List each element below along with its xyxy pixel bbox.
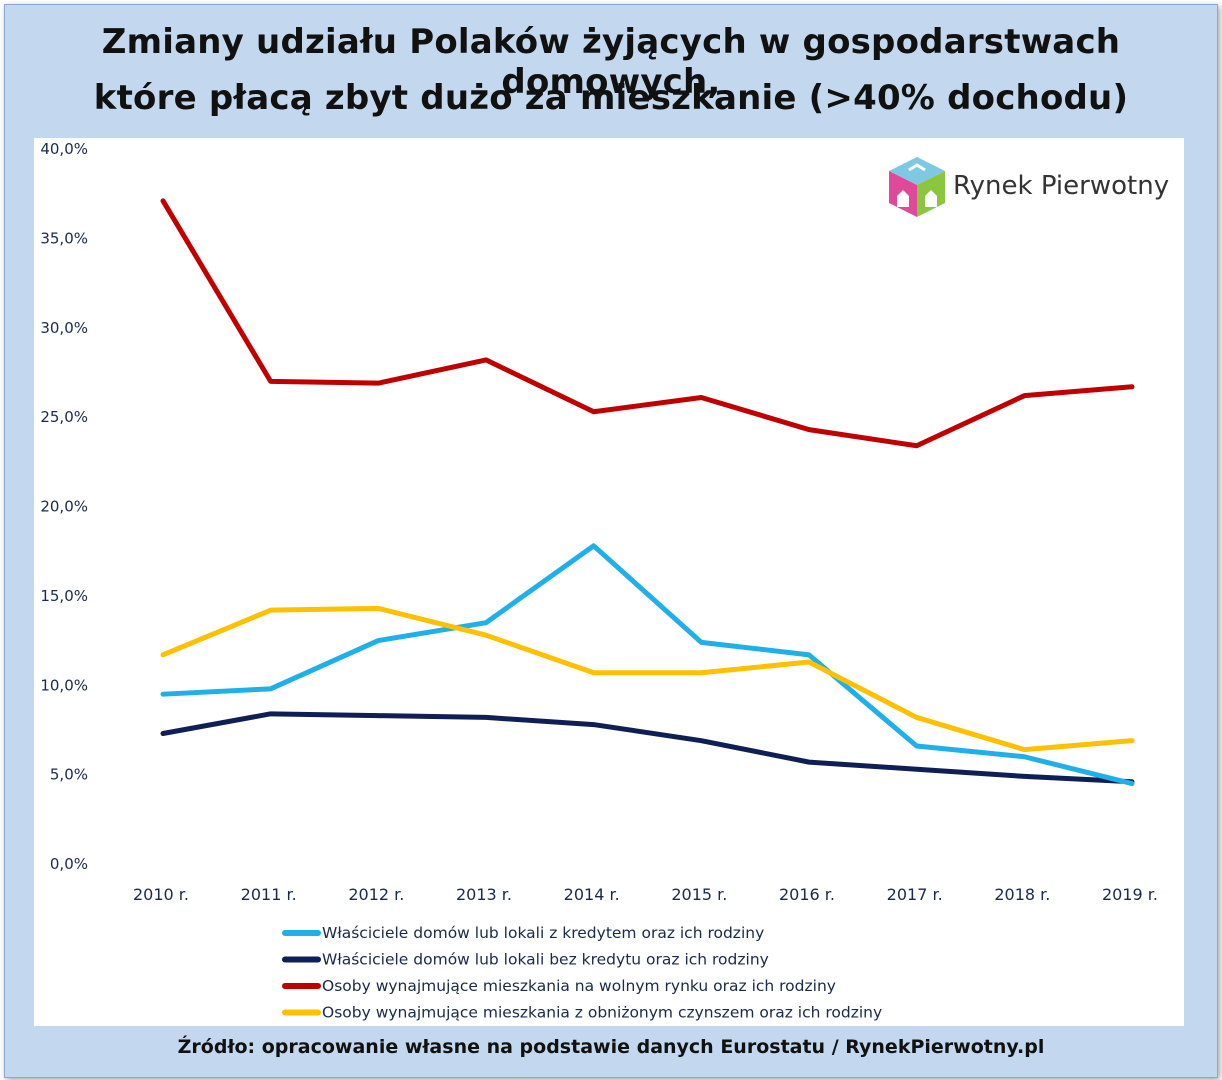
y-tick-label: 20,0% bbox=[40, 498, 88, 516]
logo-text: Rynek Pierwotny bbox=[953, 171, 1169, 201]
x-tick-label: 2016 r. bbox=[779, 885, 835, 904]
x-tick-label: 2013 r. bbox=[456, 885, 512, 904]
series-lines bbox=[160, 198, 1135, 787]
x-tick-label: 2012 r. bbox=[348, 885, 404, 904]
legend-label: Właściciele domów lub lokali bez kredytu… bbox=[322, 951, 769, 969]
plot-panel bbox=[34, 138, 1184, 1026]
y-tick-label: 40,0% bbox=[40, 140, 88, 158]
y-axis: 0,0% 5,0% 10,0% 15,0% 20,0% 25,0% 30,0% 35,0% 40… bbox=[40, 140, 88, 873]
y-tick-label: 0,0% bbox=[50, 855, 88, 873]
legend: Właściciele domów lub lokali z kredytem … bbox=[282, 924, 882, 1022]
chart-title-line-2: które płacą zbyt dużo za mieszkanie (>40… bbox=[93, 78, 1129, 118]
y-tick-label: 5,0% bbox=[50, 766, 88, 784]
x-tick-label: 2014 r. bbox=[564, 885, 620, 904]
x-tick-label: 2015 r. bbox=[671, 885, 727, 904]
legend-label: Właściciele domów lub lokali z kredytem … bbox=[322, 924, 764, 942]
rynek-pierwotny-logo: Rynek Pierwotny bbox=[889, 157, 1169, 217]
chart-title-line-1: Zmiany udziału Polaków żyjących w gospod… bbox=[101, 22, 1121, 102]
y-tick-label: 10,0% bbox=[40, 676, 88, 694]
series-line bbox=[160, 711, 1135, 785]
y-tick-label: 25,0% bbox=[40, 408, 88, 426]
x-tick-label: 2010 r. bbox=[133, 885, 189, 904]
x-axis: 2010 r. 2011 r. 2012 r. 2013 r. 2014 r. 2015 … bbox=[133, 885, 1158, 904]
series-line bbox=[160, 605, 1135, 753]
y-tick-label: 35,0% bbox=[40, 229, 88, 247]
x-tick-label: 2011 r. bbox=[241, 885, 297, 904]
y-tick-label: 30,0% bbox=[40, 319, 88, 337]
legend-label: Osoby wynajmujące mieszkania z obniżonym… bbox=[322, 1004, 882, 1022]
x-tick-label: 2019 r. bbox=[1102, 885, 1158, 904]
house-cube-icon bbox=[889, 157, 945, 217]
x-tick-label: 2017 r. bbox=[887, 885, 943, 904]
source-note: Źródło: opracowanie własne na podstawie … bbox=[177, 1036, 1045, 1058]
y-tick-label: 15,0% bbox=[40, 587, 88, 605]
series-line bbox=[160, 198, 1135, 449]
x-tick-label: 2018 r. bbox=[994, 885, 1050, 904]
series-line bbox=[160, 543, 1135, 787]
legend-label: Osoby wynajmujące mieszkania na wolnym r… bbox=[322, 977, 836, 995]
